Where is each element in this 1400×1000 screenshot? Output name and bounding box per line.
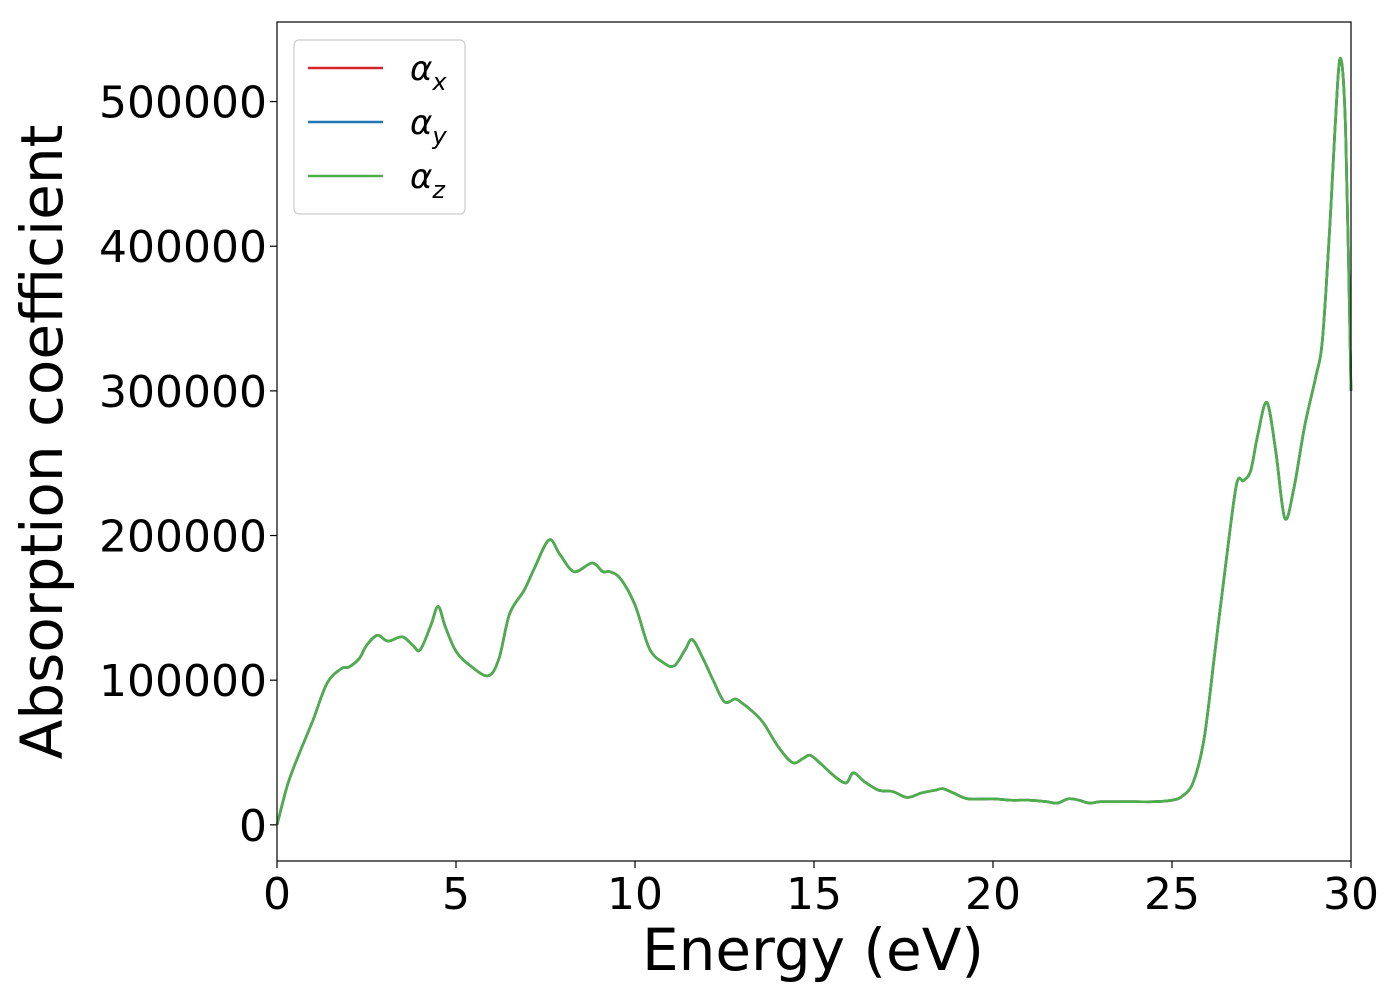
plot-area-frame [276,21,1352,862]
y-tick-label: 500000 [99,78,267,129]
y-axis-ticks: 0 100000 200000 300000 400000 500000 [99,78,277,852]
x-tick-label: 25 [1144,869,1200,920]
y-axis-label: Absorption coefficient [8,125,76,760]
x-tick-label: 30 [1323,869,1379,920]
x-tick-label: 10 [607,869,663,920]
legend-symbol: α [410,103,432,143]
x-axis-ticks: 0 5 10 15 20 25 30 [263,861,1379,920]
y-tick-label: 300000 [99,367,267,418]
y-tick-label: 0 [239,801,267,852]
legend-symbol: α [410,49,432,89]
legend-entry: αx [410,49,447,96]
x-tick-label: 15 [786,869,842,920]
x-tick-label: 0 [263,869,291,920]
legend-subscript: z [431,176,446,204]
legend-subscript: x [431,68,447,96]
x-tick-label: 5 [442,869,470,920]
legend-entry: αz [410,157,446,204]
legend-subscript: y [431,122,447,150]
y-tick-label: 400000 [99,222,267,273]
y-tick-label: 100000 [99,656,267,707]
legend-entry: αy [410,103,447,150]
series-layer [275,56,1353,826]
legend-box [293,39,466,215]
x-axis-label: Energy (eV) [642,916,984,984]
legend-symbol: α [410,157,432,197]
y-tick-label: 200000 [99,512,267,563]
series-line-3 [275,56,1353,826]
x-tick-label: 20 [965,869,1021,920]
